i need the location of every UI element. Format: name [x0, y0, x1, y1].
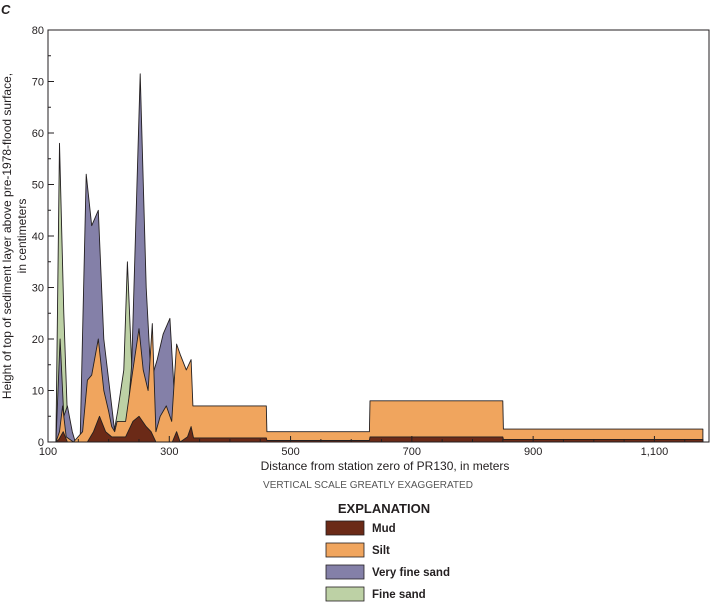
y-axis-title-line-2: in centimeters [15, 199, 29, 274]
y-axis-title: Height of top of sediment layer above pr… [0, 73, 29, 399]
y-tick-label: 30 [32, 283, 44, 295]
legend-label-fine-sand: Fine sand [372, 589, 426, 601]
y-tick-label: 0 [38, 437, 44, 449]
legend-item-mud: Mud [325, 520, 396, 536]
legend-swatch-very-fine-sand [325, 564, 365, 580]
x-tick-label: 900 [524, 446, 542, 458]
legend-label-silt: Silt [372, 545, 390, 557]
legend-item-very-fine-sand: Very fine sand [325, 564, 450, 580]
legend-label-mud: Mud [372, 523, 396, 535]
vertical-scale-note: VERTICAL SCALE GREATLY EXAGGERATED [263, 480, 473, 491]
legend-title: EXPLANATION [338, 501, 430, 516]
legend-item-fine-sand: Fine sand [325, 586, 426, 602]
y-tick-label: 50 [32, 180, 44, 192]
x-axis: 100 300 500 700 900 1,100 [39, 436, 686, 458]
legend-item-silt: Silt [325, 542, 390, 558]
y-tick-label: 10 [32, 386, 44, 398]
x-tick-label: 100 [39, 446, 57, 458]
x-axis-title: Distance from station zero of PR130, in … [261, 459, 510, 473]
x-tick-label: 500 [281, 446, 299, 458]
x-tick-label: 300 [160, 446, 178, 458]
legend: Mud Silt Very fine sand Fine sand [325, 520, 450, 602]
y-tick-label: 40 [32, 231, 44, 243]
x-tick-label: 700 [403, 446, 421, 458]
legend-swatch-mud [325, 520, 365, 536]
x-tick-label: 1,100 [641, 446, 669, 458]
panel-label: C [1, 2, 11, 17]
legend-swatch-silt [325, 542, 365, 558]
y-axis: 0 10 20 30 40 50 60 70 80 [32, 25, 54, 449]
y-tick-label: 70 [32, 77, 44, 89]
legend-label-very-fine-sand: Very fine sand [372, 567, 450, 579]
area-silt [55, 323, 704, 443]
y-axis-title-line-1: Height of top of sediment layer above pr… [0, 73, 14, 399]
y-tick-label: 60 [32, 128, 44, 140]
legend-swatch-fine-sand [325, 586, 365, 602]
y-tick-label: 20 [32, 334, 44, 346]
y-tick-label: 80 [32, 25, 44, 37]
area-very-fine-sand [55, 73, 178, 443]
plot-areas [55, 73, 704, 443]
